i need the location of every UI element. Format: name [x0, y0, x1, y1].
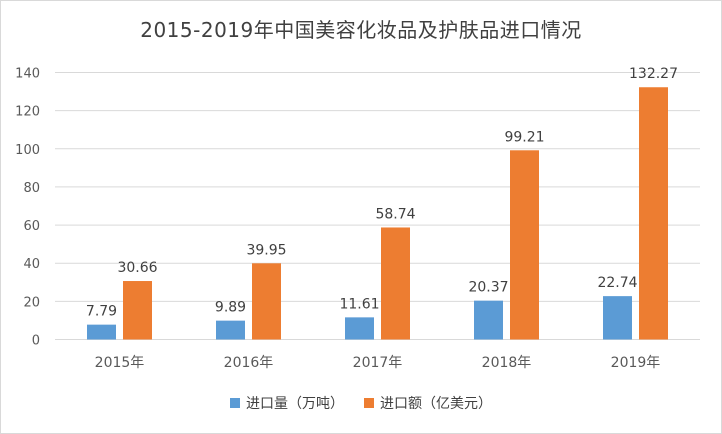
x-tick-label: 2016年 — [224, 355, 274, 371]
data-label: 22.74 — [597, 275, 637, 291]
bar-value — [381, 227, 410, 340]
data-label: 7.79 — [86, 304, 117, 320]
x-axis-ticks: 2015年 2016年 2017年 2018年 2019年 — [95, 355, 661, 371]
x-tick-label: 2018年 — [482, 355, 532, 371]
x-tick-label: 2017年 — [353, 355, 403, 371]
y-tick-label: 80 — [23, 181, 40, 196]
bar-volume — [345, 317, 374, 340]
legend-swatch-volume — [230, 398, 240, 408]
data-label: 30.66 — [117, 260, 157, 276]
data-label: 132.27 — [629, 66, 678, 82]
y-tick-label: 120 — [15, 105, 40, 120]
data-label: 39.95 — [246, 242, 286, 258]
bar-volume — [603, 296, 632, 340]
y-tick-label: 40 — [23, 257, 40, 272]
data-label: 9.89 — [215, 300, 246, 316]
bar-value — [252, 263, 281, 340]
legend: 进口量（万吨） 进口额（亿美元） — [0, 393, 722, 413]
gridlines — [55, 72, 700, 340]
legend-item-value: 进口额（亿美元） — [364, 393, 492, 413]
bar-value — [123, 281, 152, 340]
data-label: 11.61 — [339, 296, 379, 312]
bar-value — [510, 150, 539, 340]
bars — [87, 87, 668, 340]
bar-volume — [216, 320, 245, 340]
x-tick-label: 2019年 — [611, 355, 661, 371]
bar-volume — [474, 300, 503, 340]
chart-title: 2015-2019年中国美容化妆品及护肤品进口情况 — [140, 18, 582, 42]
data-label: 58.74 — [375, 206, 415, 222]
x-tick-label: 2015年 — [95, 355, 145, 371]
bar-value — [639, 87, 668, 340]
y-tick-label: 0 — [32, 334, 40, 349]
y-axis-ticks: 0 20 40 60 80 100 120 140 — [15, 67, 40, 349]
y-tick-label: 100 — [15, 143, 40, 158]
y-tick-label: 60 — [23, 219, 40, 234]
data-label: 99.21 — [504, 129, 544, 145]
y-tick-label: 140 — [15, 67, 40, 82]
legend-label-volume: 进口量（万吨） — [246, 396, 344, 412]
data-label: 20.37 — [468, 280, 508, 296]
y-tick-label: 20 — [23, 295, 40, 310]
legend-label-value: 进口额（亿美元） — [380, 396, 492, 412]
data-labels: 7.79 30.66 9.89 39.95 11.61 58.74 20.37 99.21 22… — [86, 66, 678, 319]
legend-swatch-value — [364, 398, 374, 408]
bar-volume — [87, 324, 116, 340]
legend-item-volume: 进口量（万吨） — [230, 393, 344, 413]
